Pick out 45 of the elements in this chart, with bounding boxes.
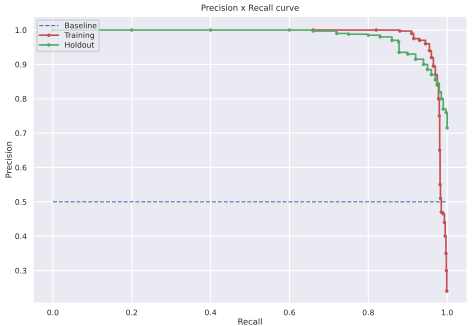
point: [440, 210, 443, 214]
point: [410, 32, 414, 36]
point: [438, 90, 442, 94]
point: [378, 35, 382, 39]
point: [438, 114, 442, 118]
point: [445, 126, 449, 130]
point: [438, 182, 442, 186]
point: [442, 220, 446, 224]
point: [406, 52, 410, 56]
point: [444, 110, 448, 114]
point: [418, 38, 422, 42]
point: [430, 72, 434, 76]
point: [438, 148, 442, 152]
point: [443, 234, 447, 238]
point: [426, 68, 430, 72]
point: [208, 28, 212, 32]
point: [390, 38, 394, 42]
point: [430, 56, 434, 60]
point: [288, 28, 292, 32]
point: [335, 32, 339, 36]
point: [366, 33, 370, 37]
x-axis-title: Recall: [238, 318, 262, 325]
point: [346, 32, 350, 36]
point: [436, 97, 440, 100]
point: [440, 97, 443, 100]
point: [445, 289, 449, 293]
point: [414, 58, 418, 61]
point: [441, 212, 445, 216]
point: [422, 62, 426, 66]
point: [374, 28, 378, 32]
point: [441, 107, 445, 111]
chart-title: Precision x Recall curve: [202, 4, 299, 11]
point: [424, 42, 428, 46]
point: [396, 40, 400, 44]
point: [397, 50, 401, 54]
point: [130, 28, 134, 32]
y-axis-title: Precision: [5, 142, 12, 178]
point: [444, 252, 448, 256]
point: [398, 29, 402, 33]
point: [412, 36, 416, 40]
point: [444, 268, 448, 272]
point: [428, 48, 432, 52]
point: [438, 196, 442, 200]
point: [432, 64, 436, 68]
point: [434, 78, 438, 82]
